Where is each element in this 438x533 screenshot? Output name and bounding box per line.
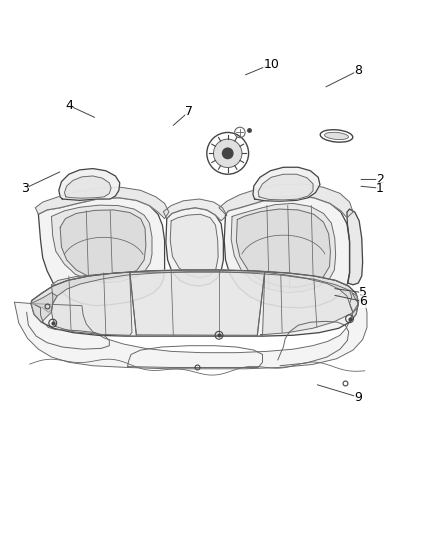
Text: 9: 9 [354, 391, 362, 403]
Polygon shape [237, 209, 330, 287]
Text: 3: 3 [21, 182, 29, 195]
Polygon shape [31, 270, 358, 336]
Text: 4: 4 [65, 99, 73, 112]
Polygon shape [253, 167, 320, 201]
Text: 7: 7 [184, 106, 193, 118]
Text: 1: 1 [376, 182, 384, 195]
Polygon shape [260, 272, 353, 335]
Text: 6: 6 [359, 295, 367, 308]
Polygon shape [224, 196, 350, 308]
Polygon shape [166, 208, 223, 286]
Polygon shape [170, 214, 218, 278]
Polygon shape [31, 293, 57, 322]
Polygon shape [130, 272, 265, 335]
Polygon shape [231, 204, 336, 293]
Polygon shape [350, 293, 358, 322]
Text: 8: 8 [354, 64, 362, 77]
Polygon shape [14, 295, 367, 369]
Polygon shape [39, 198, 165, 305]
Polygon shape [64, 176, 111, 198]
Polygon shape [51, 272, 132, 335]
Polygon shape [31, 270, 358, 312]
Text: 5: 5 [359, 286, 367, 299]
Polygon shape [51, 205, 152, 282]
Text: 2: 2 [376, 173, 384, 186]
Polygon shape [258, 174, 313, 200]
Polygon shape [163, 199, 227, 221]
Polygon shape [35, 187, 169, 219]
Text: 10: 10 [263, 58, 279, 70]
Polygon shape [347, 209, 363, 285]
Polygon shape [60, 210, 146, 279]
Polygon shape [59, 168, 120, 200]
Circle shape [213, 139, 242, 167]
Ellipse shape [325, 132, 349, 140]
Polygon shape [219, 184, 353, 218]
Circle shape [223, 148, 233, 158]
